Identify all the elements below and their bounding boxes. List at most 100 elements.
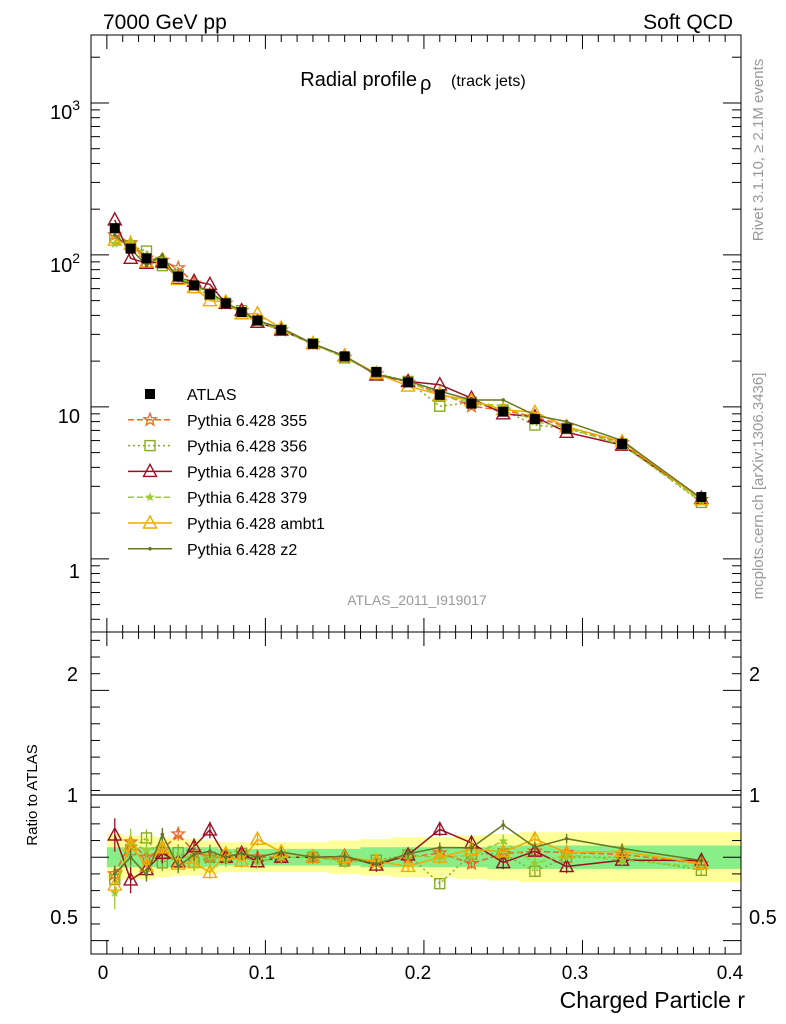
plot-title-sub: (track jets) (451, 73, 526, 90)
series-point-ratio (107, 826, 123, 841)
atlas-data-points (109, 223, 707, 503)
series-point-ratio (614, 842, 630, 858)
legend-entry-0: ATLAS (145, 387, 237, 404)
atlas-data-point (561, 423, 572, 434)
series-point-ratio (374, 862, 379, 866)
series-point-ratio (432, 820, 448, 836)
ratio-band-inner (106, 847, 124, 868)
series-point-ratio (466, 850, 477, 860)
main-axis-ticks (91, 35, 742, 632)
atlas-data-point (403, 377, 414, 388)
series-point-ratio (432, 848, 448, 863)
series-point-main (144, 263, 149, 268)
series-point-ratio (693, 855, 710, 870)
series-point-ratio (128, 855, 133, 860)
main-series-group (106, 211, 710, 509)
series-point-main (112, 233, 117, 237)
series-point-ratio (107, 876, 123, 891)
legend-entry-2: Pythia 6.428 356 (128, 439, 307, 456)
series-line-main (114, 234, 702, 500)
series-point-ratio (400, 857, 416, 873)
legend-label: Pythia 6.428 356 (187, 439, 307, 456)
series-line-ratio (114, 828, 702, 882)
atlas-data-point (498, 406, 509, 417)
x-tick-label-0.2: 0.2 (405, 963, 431, 984)
ratio-tick-label-2: 2 (67, 664, 78, 686)
analysis-id-label: ATLAS_2011_I919017 (347, 592, 487, 608)
series-point-ratio (233, 852, 250, 867)
series-point-ratio (620, 846, 624, 851)
series-point-ratio (311, 855, 315, 860)
series-point-ratio (463, 855, 480, 871)
series-point-ratio (498, 836, 508, 846)
atlas-data-point (617, 438, 628, 449)
header-right-label: Soft QCD (643, 11, 733, 34)
atlas-data-point (276, 325, 287, 336)
series-point-ratio (279, 850, 284, 854)
legend-marker (142, 411, 158, 427)
series-point-main (434, 400, 446, 412)
series-point-ratio (202, 863, 218, 879)
atlas-data-point (252, 315, 263, 326)
series-point-ratio (564, 836, 569, 841)
atlas-data-point (141, 253, 152, 264)
legend: ATLAS Pythia 6.428 355 Pythia 6.428 356 Pyt… (128, 387, 325, 559)
atlas-data-point (529, 414, 540, 425)
atlas-data-point (339, 351, 350, 362)
series-point-ratio (223, 855, 228, 860)
ratio-axis-ticks (91, 632, 742, 954)
legend-marker (144, 439, 156, 452)
y-tick-label-100: 102 (50, 250, 80, 277)
main-plot-panel: Radial profile ρ (track jets) ATLAS_2011… (50, 34, 742, 633)
atlas-data-point (204, 289, 215, 300)
legend-entry-1: Pythia 6.428 355 (128, 411, 307, 430)
x-tick-label-0.4: 0.4 (717, 963, 744, 984)
series-point-ratio (160, 832, 165, 837)
series-point-ratio (406, 851, 410, 856)
legend-label: Pythia 6.428 ambt1 (187, 516, 325, 533)
legend-label: Pythia 6.428 355 (187, 413, 307, 430)
series-point-main (157, 253, 168, 263)
atlas-data-point (434, 389, 445, 400)
atlas-data-point (109, 223, 120, 234)
series-point-main (564, 419, 569, 424)
legend-marker (145, 492, 155, 502)
ratio-tick-label-1: 1 (67, 785, 78, 807)
ratio-series-group (106, 818, 710, 910)
atlas-data-point (125, 243, 136, 254)
series-point-ratio (437, 845, 442, 850)
series-point-ratio (469, 845, 474, 850)
ratio-tick-label-0.5: 0.5 (50, 907, 78, 929)
series-point-ratio (530, 858, 540, 868)
legend-entry-5: Pythia 6.428 ambt1 (128, 514, 325, 533)
ratio-plot-panel: 0.5 1 2 0.5 1 2 Ratio to ATLAS (24, 631, 777, 955)
legend-entry-3: Pythia 6.428 370 (128, 462, 307, 481)
legend-marker (148, 547, 152, 551)
series-point-ratio (533, 845, 537, 849)
y-tick-label-1: 1 (69, 561, 80, 583)
atlas-data-point (371, 366, 382, 377)
series-point-ratio (501, 823, 505, 827)
series-point-ratio (202, 821, 218, 836)
series-point-ratio (699, 858, 704, 863)
series-point-main (110, 239, 120, 248)
series-point-ratio (122, 871, 139, 886)
x-tick-label-0.1: 0.1 (249, 963, 275, 984)
atlas-data-point (189, 280, 200, 291)
legend-entry-4: Pythia 6.428 379 (128, 490, 307, 507)
series-point-main (122, 249, 139, 264)
header-left-label: 7000 GeV pp (103, 11, 227, 34)
series-ratio-5 (112, 819, 704, 883)
legend-marker (145, 389, 155, 399)
series-point-ratio (112, 872, 117, 876)
rivet-version-label: Rivet 3.1.10, ≥ 2.1M events (750, 59, 767, 242)
series-point-ratio (527, 842, 543, 857)
plot-title-main: Radial profile (300, 69, 417, 91)
series-point-ratio (239, 851, 244, 856)
series-line-ratio (114, 836, 702, 885)
ratio-tick-label-2-right: 2 (749, 664, 760, 686)
series-point-ratio (249, 830, 266, 845)
legend-label: ATLAS (187, 387, 237, 404)
series-point-ratio (176, 864, 180, 869)
atlas-data-point (220, 298, 231, 309)
